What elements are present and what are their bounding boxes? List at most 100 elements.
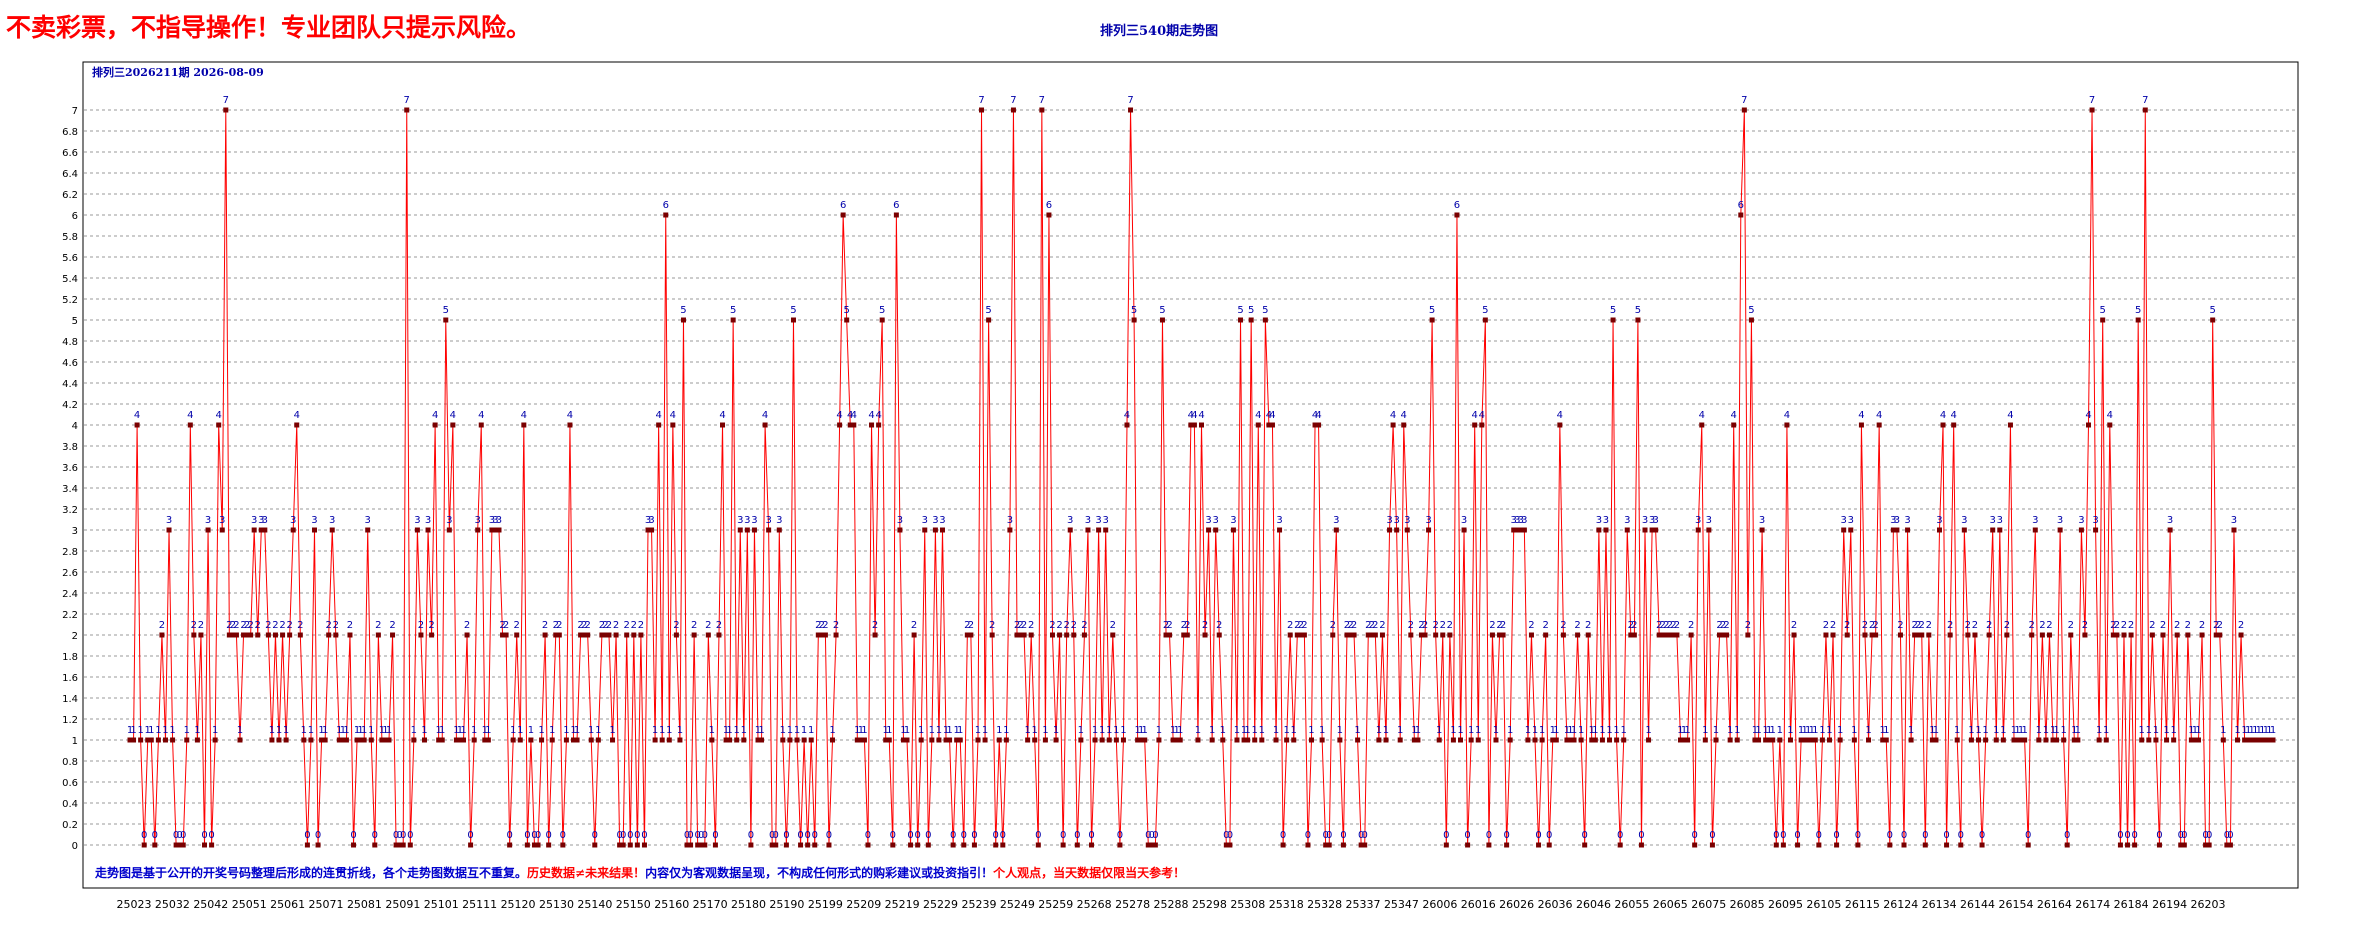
data-point xyxy=(2036,737,2042,743)
data-point xyxy=(2025,842,2031,848)
data-point xyxy=(680,317,686,323)
data-label: 4 xyxy=(847,410,853,421)
data-label: 4 xyxy=(450,410,456,421)
data-point xyxy=(2153,737,2159,743)
footnote-segment: 内容仅为客观数据呈现，不构成任何形式的购彩建议或投资指引！ xyxy=(645,865,993,880)
data-label: 1 xyxy=(953,725,959,736)
data-label: 3 xyxy=(2078,515,2084,526)
data-point xyxy=(1390,422,1396,428)
data-label: 0 xyxy=(1709,830,1715,841)
data-label: 3 xyxy=(1961,515,1967,526)
data-label: 1 xyxy=(1383,725,1389,736)
data-label: 2 xyxy=(428,620,434,631)
data-point xyxy=(400,842,406,848)
data-point xyxy=(2022,737,2028,743)
data-label: 1 xyxy=(485,725,491,736)
data-point xyxy=(1355,737,1361,743)
data-label: 1 xyxy=(709,725,715,736)
data-label: 1 xyxy=(1809,725,1815,736)
y-tick-label: 0.2 xyxy=(62,820,78,831)
data-point xyxy=(1670,632,1676,638)
data-label: 1 xyxy=(1908,725,1914,736)
data-label: 1 xyxy=(1777,725,1783,736)
data-label: 3 xyxy=(489,515,495,526)
data-point xyxy=(1809,737,1815,743)
y-tick-label: 2.2 xyxy=(62,610,78,621)
data-point xyxy=(304,842,310,848)
data-point xyxy=(943,737,949,743)
data-point xyxy=(411,737,417,743)
data-label: 3 xyxy=(1624,515,1630,526)
data-point xyxy=(893,212,899,218)
data-point xyxy=(957,737,963,743)
data-point xyxy=(2249,737,2255,743)
data-label: 1 xyxy=(1525,725,1531,736)
data-point xyxy=(751,527,757,533)
data-label: 4 xyxy=(1198,410,1204,421)
data-label: 1 xyxy=(439,725,445,736)
data-label: 1 xyxy=(1713,725,1719,736)
data-label: 1 xyxy=(2050,725,2056,736)
data-label: 4 xyxy=(478,410,484,421)
data-label: 2 xyxy=(1869,620,1875,631)
data-label: 2 xyxy=(2174,620,2180,631)
data-point xyxy=(879,317,885,323)
data-label: 4 xyxy=(1940,410,1946,421)
data-label: 2 xyxy=(2128,620,2134,631)
data-label: 2 xyxy=(1330,620,1336,631)
data-point xyxy=(1174,737,1180,743)
data-point xyxy=(2050,737,2056,743)
data-label: 1 xyxy=(1993,725,1999,736)
data-label: 1 xyxy=(1968,725,1974,736)
data-point xyxy=(1894,527,1900,533)
data-label: 1 xyxy=(1195,725,1201,736)
data-point xyxy=(1589,737,1595,743)
data-label: 2 xyxy=(1017,620,1023,631)
x-tick-label: 25101 xyxy=(424,898,459,911)
data-label: 2 xyxy=(1667,620,1673,631)
data-point xyxy=(908,842,914,848)
data-point xyxy=(854,737,860,743)
data-point xyxy=(1135,737,1141,743)
data-label: 0 xyxy=(400,830,406,841)
data-point xyxy=(780,737,786,743)
data-label: 2 xyxy=(673,620,679,631)
data-label: 4 xyxy=(1472,410,1478,421)
data-point xyxy=(500,632,506,638)
data-label: 0 xyxy=(865,830,871,841)
data-point xyxy=(2235,737,2241,743)
x-tick-label: 25042 xyxy=(193,898,228,911)
data-label: 3 xyxy=(425,515,431,526)
data-label: 6 xyxy=(663,200,669,211)
data-label: 0 xyxy=(773,830,779,841)
data-label: 7 xyxy=(404,95,410,106)
data-point xyxy=(1071,632,1077,638)
data-point xyxy=(2078,527,2084,533)
data-point xyxy=(1348,632,1354,638)
data-label: 1 xyxy=(2241,725,2247,736)
data-label: 0 xyxy=(393,830,399,841)
data-label: 2 xyxy=(1447,620,1453,631)
data-label: 2 xyxy=(1830,620,1836,631)
data-point xyxy=(287,632,293,638)
data-point xyxy=(631,632,637,638)
data-label: 1 xyxy=(1120,725,1126,736)
data-point xyxy=(666,737,672,743)
data-point xyxy=(1823,632,1829,638)
data-point xyxy=(2217,632,2223,638)
data-label: 1 xyxy=(1819,725,1825,736)
data-label: 1 xyxy=(2075,725,2081,736)
data-label: 2 xyxy=(1720,620,1726,631)
y-tick-label: 1 xyxy=(72,736,78,747)
data-label: 0 xyxy=(1780,830,1786,841)
data-point xyxy=(1131,317,1137,323)
data-label: 1 xyxy=(1880,725,1886,736)
data-label: 3 xyxy=(1425,515,1431,526)
data-label: 4 xyxy=(1255,410,1261,421)
data-point xyxy=(1103,527,1109,533)
data-point xyxy=(1337,737,1343,743)
data-point xyxy=(844,317,850,323)
data-label: 1 xyxy=(723,725,729,736)
x-tick-label: 25091 xyxy=(385,898,420,911)
data-point xyxy=(2107,422,2113,428)
